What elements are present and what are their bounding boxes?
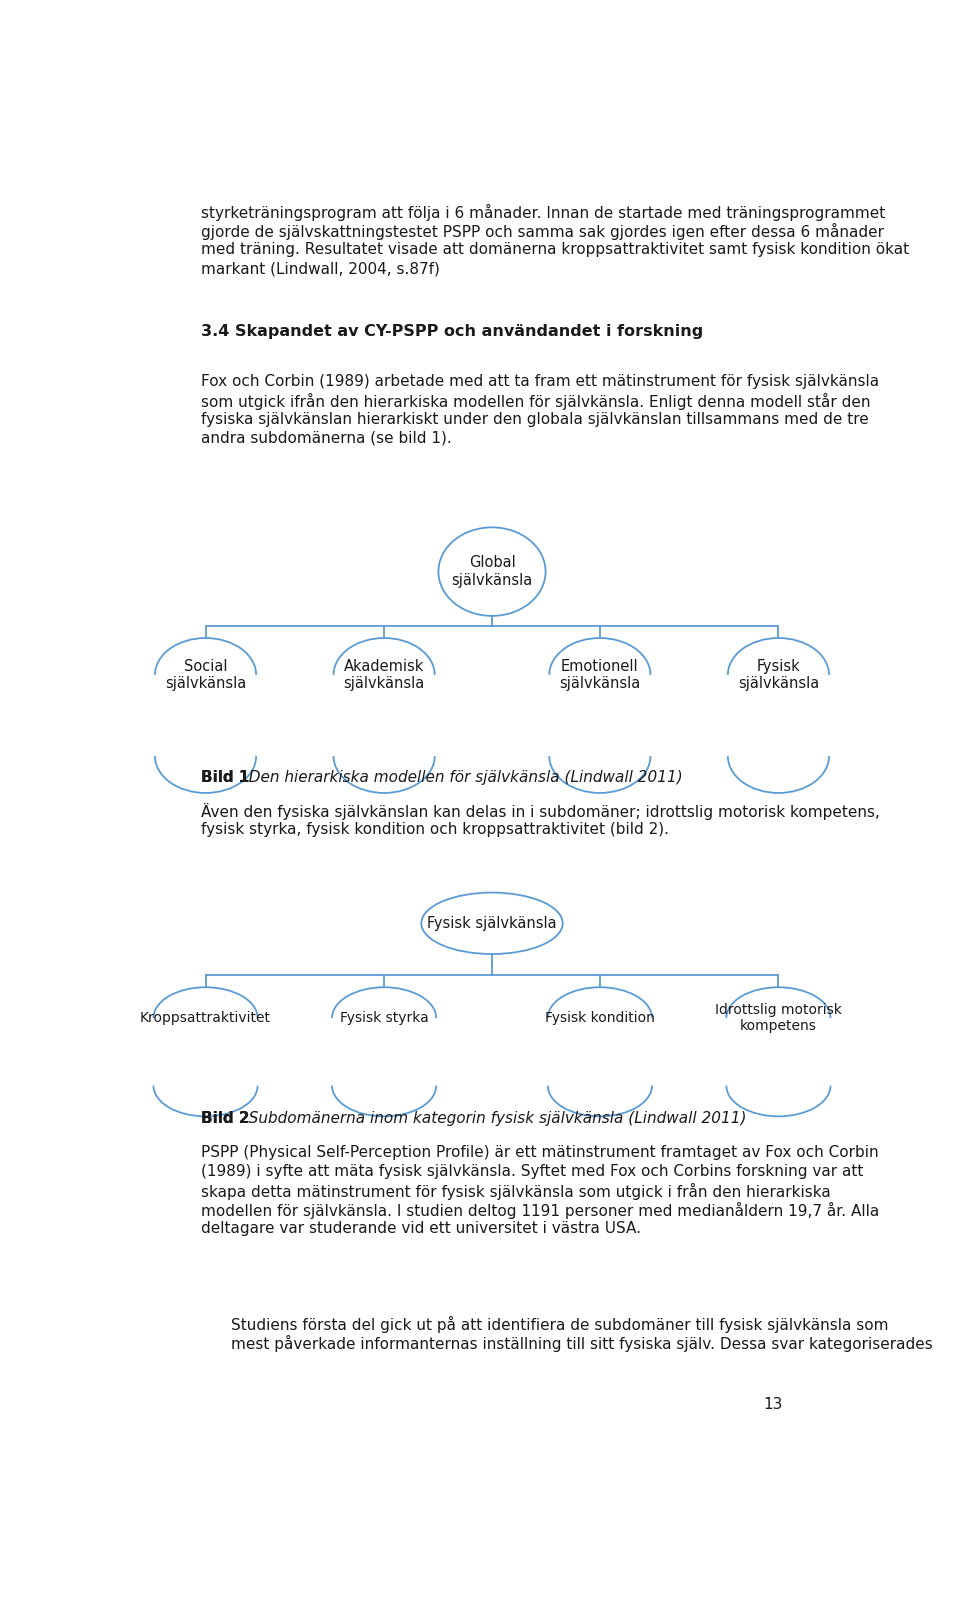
Text: styrketräningsprogram att följa i 6 månader. Innan de startade med träningsprogr: styrketräningsprogram att följa i 6 måna… bbox=[202, 204, 886, 220]
Text: 13: 13 bbox=[763, 1397, 782, 1412]
Text: Fysisk
självkänsla: Fysisk självkänsla bbox=[738, 658, 819, 692]
Text: Fysisk självkänsla: Fysisk självkänsla bbox=[427, 915, 557, 931]
Text: Bild 1: Bild 1 bbox=[202, 770, 250, 784]
Text: fysisk styrka, fysisk kondition och kroppsattraktivitet (bild 2).: fysisk styrka, fysisk kondition och krop… bbox=[202, 822, 669, 837]
Text: andra subdomänerna (se bild 1).: andra subdomänerna (se bild 1). bbox=[202, 431, 452, 446]
Text: Global
självkänsla: Global självkänsla bbox=[451, 556, 533, 588]
Text: deltagare var studerande vid ett universitet i västra USA.: deltagare var studerande vid ett univers… bbox=[202, 1220, 641, 1236]
Text: markant (Lindwall, 2004, s.87f): markant (Lindwall, 2004, s.87f) bbox=[202, 262, 441, 276]
Text: som utgick ifrån den hierarkiska modellen för självkänsla. Enligt denna modell s: som utgick ifrån den hierarkiska modelle… bbox=[202, 393, 871, 410]
Text: 3.4 Skapandet av CY-PSPP och användandet i forskning: 3.4 Skapandet av CY-PSPP och användandet… bbox=[202, 324, 704, 340]
Text: Fysisk kondition: Fysisk kondition bbox=[545, 1011, 655, 1025]
Text: Fysisk styrka: Fysisk styrka bbox=[340, 1011, 428, 1025]
Text: . Den hierarkiska modellen för självkänsla (Lindwall 2011): . Den hierarkiska modellen för självkäns… bbox=[239, 770, 683, 784]
Text: . Subdomänerna inom kategorin fysisk självkänsla (Lindwall 2011): . Subdomänerna inom kategorin fysisk sjä… bbox=[239, 1112, 747, 1126]
Text: Kroppsattraktivitet: Kroppsattraktivitet bbox=[140, 1011, 271, 1025]
Text: mest påverkade informanternas inställning till sitt fysiska själv. Dessa svar ka: mest påverkade informanternas inställnin… bbox=[231, 1335, 933, 1351]
Text: Fox och Corbin (1989) arbetade med att ta fram ett mätinstrument för fysisk själ: Fox och Corbin (1989) arbetade med att t… bbox=[202, 374, 879, 388]
Text: Emotionell
självkänsla: Emotionell självkänsla bbox=[560, 658, 640, 692]
Text: PSPP (Physical Self-Perception Profile) är ett mätinstrument framtaget av Fox oc: PSPP (Physical Self-Perception Profile) … bbox=[202, 1145, 879, 1159]
Text: modellen för självkänsla. I studien deltog 1191 personer med medianåldern 19,7 å: modellen för självkänsla. I studien delt… bbox=[202, 1203, 879, 1219]
Text: Social
självkänsla: Social självkänsla bbox=[165, 658, 246, 692]
Text: med träning. Resultatet visade att domänerna kroppsattraktivitet samt fysisk kon: med träning. Resultatet visade att domän… bbox=[202, 243, 909, 257]
Text: Bild 1: Bild 1 bbox=[202, 770, 250, 784]
Text: Studiens första del gick ut på att identifiera de subdomäner till fysisk självkä: Studiens första del gick ut på att ident… bbox=[231, 1316, 889, 1332]
Text: fysiska självkänslan hierarkiskt under den globala självkänslan tillsammans med : fysiska självkänslan hierarkiskt under d… bbox=[202, 412, 869, 426]
Text: Akademisk
självkänsla: Akademisk självkänsla bbox=[344, 658, 424, 692]
Text: skapa detta mätinstrument för fysisk självkänsla som utgick i från den hierarkis: skapa detta mätinstrument för fysisk sjä… bbox=[202, 1183, 831, 1199]
Text: Bild 2: Bild 2 bbox=[202, 1112, 250, 1126]
Text: Bild 2: Bild 2 bbox=[202, 1112, 250, 1126]
Text: (1989) i syfte att mäta fysisk självkänsla. Syftet med Fox och Corbins forskning: (1989) i syfte att mäta fysisk självkäns… bbox=[202, 1164, 864, 1179]
Text: gjorde de självskattningstestet PSPP och samma sak gjordes igen efter dessa 6 må: gjorde de självskattningstestet PSPP och… bbox=[202, 224, 884, 240]
Text: Även den fysiska självkänslan kan delas in i subdomäner; idrottslig motorisk kom: Även den fysiska självkänslan kan delas … bbox=[202, 803, 880, 819]
Text: Idrottslig motorisk
kompetens: Idrottslig motorisk kompetens bbox=[715, 1003, 842, 1033]
